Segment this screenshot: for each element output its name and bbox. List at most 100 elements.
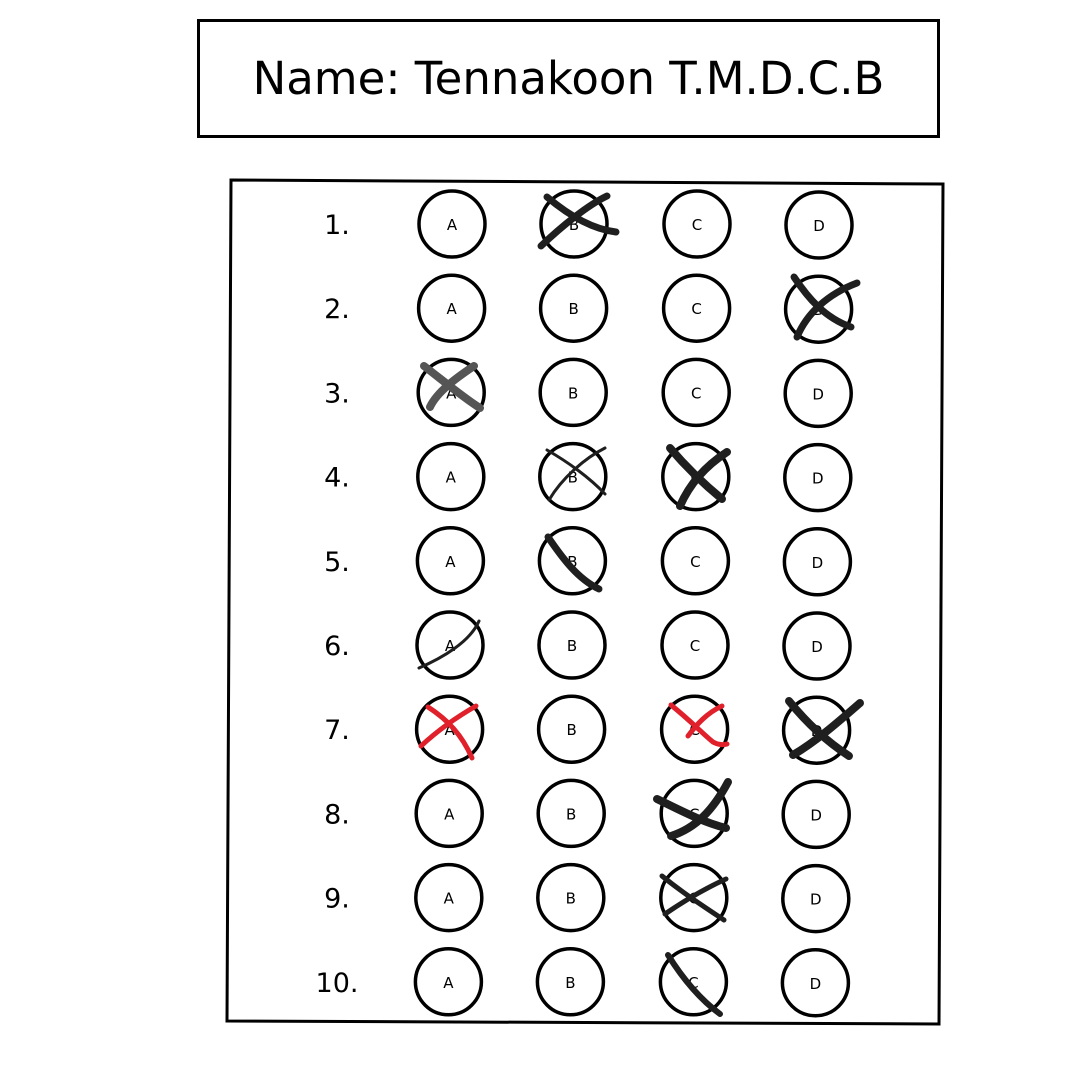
cross-mark [426, 362, 478, 411]
answer-bubble-c[interactable]: C [660, 610, 730, 680]
question-row: 6. A B C D [324, 610, 852, 681]
cross-mark [545, 448, 607, 496]
option-label: A [444, 890, 455, 908]
cross-mark [667, 778, 732, 840]
option-label: D [810, 891, 822, 909]
name-box: Name: Tennakoon T.M.D.C.B [197, 19, 940, 138]
option-label: C [688, 974, 698, 992]
answer-bubble-c[interactable]: C [661, 357, 731, 428]
option-label: B [567, 553, 577, 571]
option-label: B [569, 216, 579, 234]
answer-bubble-a[interactable]: A [414, 862, 484, 933]
answer-sheet-border [225, 178, 945, 1026]
option-label: B [566, 721, 576, 739]
cross-mark [793, 279, 861, 341]
answer-bubble-d[interactable]: D [782, 611, 852, 681]
answer-bubble-d[interactable]: D [783, 358, 853, 429]
question-rows: 1. A B C D2. A B C D3. A B C D4. A B C D5. A B C D6. A B C D7. A B… [316, 189, 864, 1018]
option-label: A [444, 721, 455, 739]
answer-bubble-a[interactable]: A [414, 694, 485, 764]
question-row: 1. A B C D [324, 189, 854, 260]
question-number: 3. [324, 378, 350, 409]
answer-bubble-b[interactable]: B [536, 778, 606, 849]
answer-bubble-a[interactable]: A [413, 947, 484, 1017]
option-label: A [446, 384, 457, 402]
bubble-circle [535, 947, 606, 1017]
answer-bubble-a[interactable]: A [417, 189, 487, 259]
answer-bubble-b[interactable]: B [536, 694, 607, 764]
option-label: D [810, 806, 822, 824]
bubble-circle [417, 189, 487, 259]
cross-mark [547, 446, 607, 502]
option-label: B [566, 890, 576, 908]
answer-bubble-c[interactable]: C [661, 441, 731, 512]
option-label: C [691, 300, 701, 318]
cross-mark [420, 362, 484, 412]
answer-bubble-d[interactable]: D [781, 863, 851, 934]
option-label: C [691, 384, 701, 402]
answer-bubble-d[interactable]: D [780, 948, 851, 1018]
answer-bubble-d[interactable]: D [782, 527, 853, 597]
question-row: 3. A B C D [324, 357, 853, 429]
answer-bubble-a[interactable]: A [414, 778, 484, 849]
bubble-circle [536, 694, 607, 764]
question-row: 4. A B C D [324, 441, 853, 513]
answer-bubble-a[interactable]: A [416, 441, 486, 512]
bubble-circle [536, 862, 606, 933]
answer-bubble-b[interactable]: B [537, 610, 607, 680]
bubble-circle [538, 441, 608, 512]
bubble-circle [414, 862, 484, 933]
option-label: C [692, 216, 702, 234]
answer-bubble-b[interactable]: B [537, 526, 608, 596]
answer-bubble-b[interactable]: B [537, 189, 620, 259]
option-label: A [446, 469, 457, 487]
bubble-circle [782, 527, 853, 597]
option-label: D [813, 217, 825, 235]
answer-bubble-c[interactable]: C [658, 947, 729, 1017]
answer-bubble-d[interactable]: D [781, 695, 864, 765]
answer-bubble-d[interactable]: D [783, 442, 853, 513]
bubble-circle [783, 358, 853, 429]
option-label: B [567, 637, 577, 655]
answer-bubble-d[interactable]: D [781, 779, 851, 850]
answer-bubble-b[interactable]: B [536, 862, 606, 933]
bubble-circle [538, 357, 608, 428]
cross-mark [668, 702, 730, 748]
option-label: B [568, 300, 578, 318]
answer-bubble-a[interactable]: A [416, 273, 487, 343]
bubble-circle [661, 273, 732, 343]
answer-bubble-b[interactable]: B [535, 947, 606, 1017]
answer-bubble-d[interactable]: D [784, 190, 854, 260]
answer-bubble-a[interactable]: A [415, 610, 485, 680]
option-label: A [444, 805, 455, 823]
answer-bubble-c[interactable]: C [660, 526, 731, 596]
bubble-circle [660, 610, 730, 680]
cross-mark [653, 795, 730, 832]
cross-mark [676, 448, 731, 510]
cross-mark [544, 533, 603, 593]
answer-bubble-b[interactable]: B [538, 441, 608, 512]
bubble-circle [660, 526, 731, 596]
cross-mark [662, 876, 729, 917]
answer-bubble-a[interactable]: A [415, 526, 486, 596]
question-number: 6. [324, 631, 350, 662]
answer-bubble-b[interactable]: B [538, 273, 609, 343]
option-label: A [445, 637, 456, 655]
question-row: 7. A B C D [324, 694, 864, 765]
bubble-circle [662, 189, 732, 259]
bubble-circle [537, 610, 607, 680]
answer-bubble-a[interactable]: A [416, 357, 486, 428]
question-number: 9. [324, 884, 350, 915]
cross-mark [417, 619, 481, 670]
answer-bubble-c[interactable]: C [653, 778, 732, 849]
answer-bubble-c[interactable]: C [659, 694, 730, 764]
question-number: 5. [324, 547, 350, 578]
answer-bubble-b[interactable]: B [538, 357, 608, 428]
answer-bubble-c[interactable]: C [661, 273, 732, 343]
option-label: A [446, 300, 457, 318]
option-label: D [812, 470, 824, 488]
answer-bubble-c[interactable]: C [662, 189, 732, 259]
bubble-circle [661, 357, 731, 428]
answer-bubble-c[interactable]: C [659, 862, 729, 933]
answer-bubble-d[interactable]: D [783, 273, 861, 344]
